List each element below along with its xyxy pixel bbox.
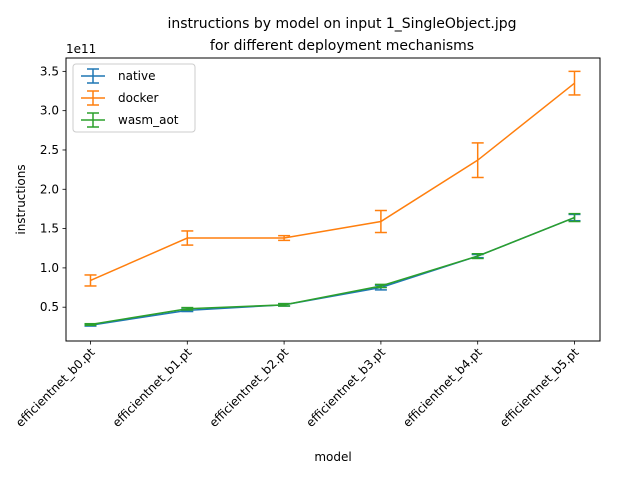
y-offset-label: 1e11 xyxy=(66,42,96,56)
legend: native docker wasm_aot xyxy=(72,63,196,133)
x-axis-label: model xyxy=(314,450,351,464)
error-bar-docker xyxy=(471,142,484,179)
legend-box xyxy=(72,63,196,133)
error-bar-docker xyxy=(568,70,581,96)
series-line-wasm_aot xyxy=(90,216,575,326)
x-tick-label: efficientnet_b3.pt xyxy=(303,345,388,430)
y-tick-label: 1.0 xyxy=(40,261,59,275)
series-line-docker xyxy=(90,82,575,282)
x-tick-label: efficientnet_b5.pt xyxy=(497,345,582,430)
legend-entry-docker: docker xyxy=(81,90,158,106)
error-bar-wasm_aot xyxy=(181,306,194,311)
legend-label: docker xyxy=(118,91,158,105)
chart-title-line1: instructions by model on input 1_SingleO… xyxy=(167,16,516,32)
error-bar-docker xyxy=(84,274,97,287)
y-tick-label: 2.5 xyxy=(40,143,59,157)
error-bar-docker xyxy=(374,209,387,234)
legend-entry-native: native xyxy=(81,68,155,84)
plot-frame xyxy=(65,57,601,342)
chart-title-line2: for different deployment mechanisms xyxy=(210,38,474,54)
x-tick-label: efficientnet_b4.pt xyxy=(400,345,485,430)
error-bar-docker xyxy=(181,230,194,246)
error-bar-wasm_aot xyxy=(471,252,484,260)
y-tick-label: 0.5 xyxy=(40,300,59,314)
y-axis-label: instructions xyxy=(14,164,28,234)
error-bar-wasm_aot xyxy=(568,212,581,223)
y-tick-label: 2.0 xyxy=(40,182,59,196)
error-bar-docker xyxy=(278,234,291,242)
x-tick-label: efficientnet_b0.pt xyxy=(13,345,98,430)
legend-entry-wasm_aot: wasm_aot xyxy=(81,112,179,128)
plot-area xyxy=(84,70,581,327)
error-bar-wasm_aot xyxy=(374,283,387,289)
x-tick-label: efficientnet_b1.pt xyxy=(110,345,195,430)
series-line-native xyxy=(90,216,575,327)
y-tick-label: 1.5 xyxy=(40,222,59,236)
legend-label: native xyxy=(118,69,155,83)
error-bar-wasm_aot xyxy=(278,302,291,307)
y-tick-label: 3.0 xyxy=(40,104,59,118)
error-bar-wasm_aot xyxy=(84,322,97,327)
x-tick-label: efficientnet_b2.pt xyxy=(207,345,292,430)
y-tick-label: 3.5 xyxy=(40,64,59,78)
legend-label: wasm_aot xyxy=(118,113,179,127)
